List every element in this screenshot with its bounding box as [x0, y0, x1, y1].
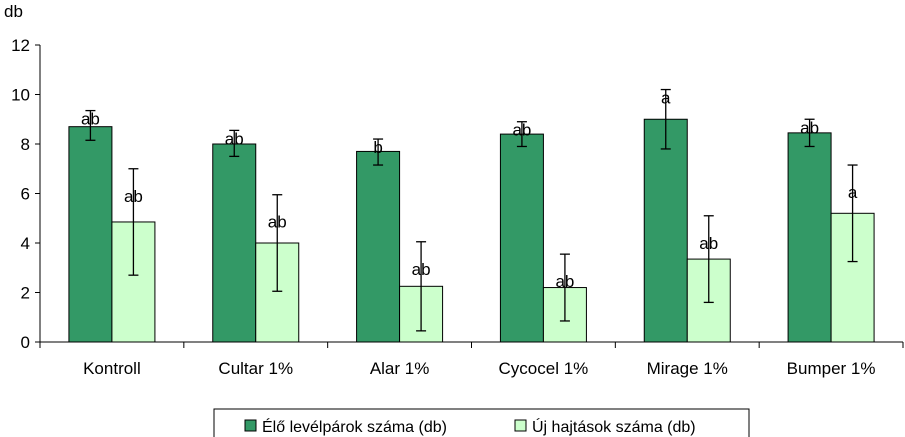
bar	[68, 126, 113, 343]
y-tick-label: 12	[11, 36, 30, 55]
significance-label: a	[661, 89, 671, 108]
y-tick-label: 4	[21, 234, 30, 253]
significance-label: ab	[412, 260, 431, 279]
y-tick-label: 10	[11, 86, 30, 105]
x-tick-label: Mirage 1%	[647, 359, 728, 378]
significance-label: ab	[268, 213, 287, 232]
legend: Élő levélpárok száma (db) Új hajtások szá…	[213, 408, 750, 437]
bars	[68, 118, 875, 343]
y-axis-title: db	[4, 2, 23, 21]
significance-label: ab	[699, 234, 718, 253]
legend-box	[213, 408, 750, 437]
legend-label: Új hajtások száma (db)	[532, 417, 696, 436]
y-tick-label: 6	[21, 185, 30, 204]
significance-label: ab	[81, 110, 100, 129]
significance-label: b	[373, 138, 382, 157]
significance-label: a	[848, 183, 858, 202]
legend-label: Élő levélpárok száma (db)	[262, 417, 447, 436]
significance-label: ab	[800, 118, 819, 137]
y-tick-label: 0	[21, 333, 30, 352]
x-tick-label: Cycocel 1%	[499, 359, 589, 378]
bar	[499, 133, 544, 343]
significance-label: ab	[124, 187, 143, 206]
error-bars	[85, 88, 858, 332]
x-tick-label: Cultar 1%	[218, 359, 293, 378]
significance-label: ab	[512, 121, 531, 140]
y-axis: 0 2 4 6 8 10 12	[11, 36, 41, 352]
bar	[787, 132, 832, 343]
y-tick-label: 2	[21, 284, 30, 303]
x-tick-label: Bumper 1%	[787, 359, 876, 378]
bar	[643, 118, 688, 343]
bar	[356, 150, 401, 343]
x-tick-label: Alar 1%	[370, 359, 430, 378]
significance-labels: ab ab b ab a ab ab ab ab ab ab a	[81, 89, 858, 292]
y-tick-label: 8	[21, 135, 30, 154]
x-axis: Kontroll Cultar 1% Alar 1% Cycocel 1% Mirage…	[39, 341, 904, 378]
legend-swatch	[244, 419, 257, 432]
significance-label: ab	[225, 129, 244, 148]
bar	[212, 143, 257, 343]
significance-label: ab	[555, 272, 574, 291]
legend-swatch	[514, 419, 527, 432]
x-tick-label: Kontroll	[83, 359, 141, 378]
